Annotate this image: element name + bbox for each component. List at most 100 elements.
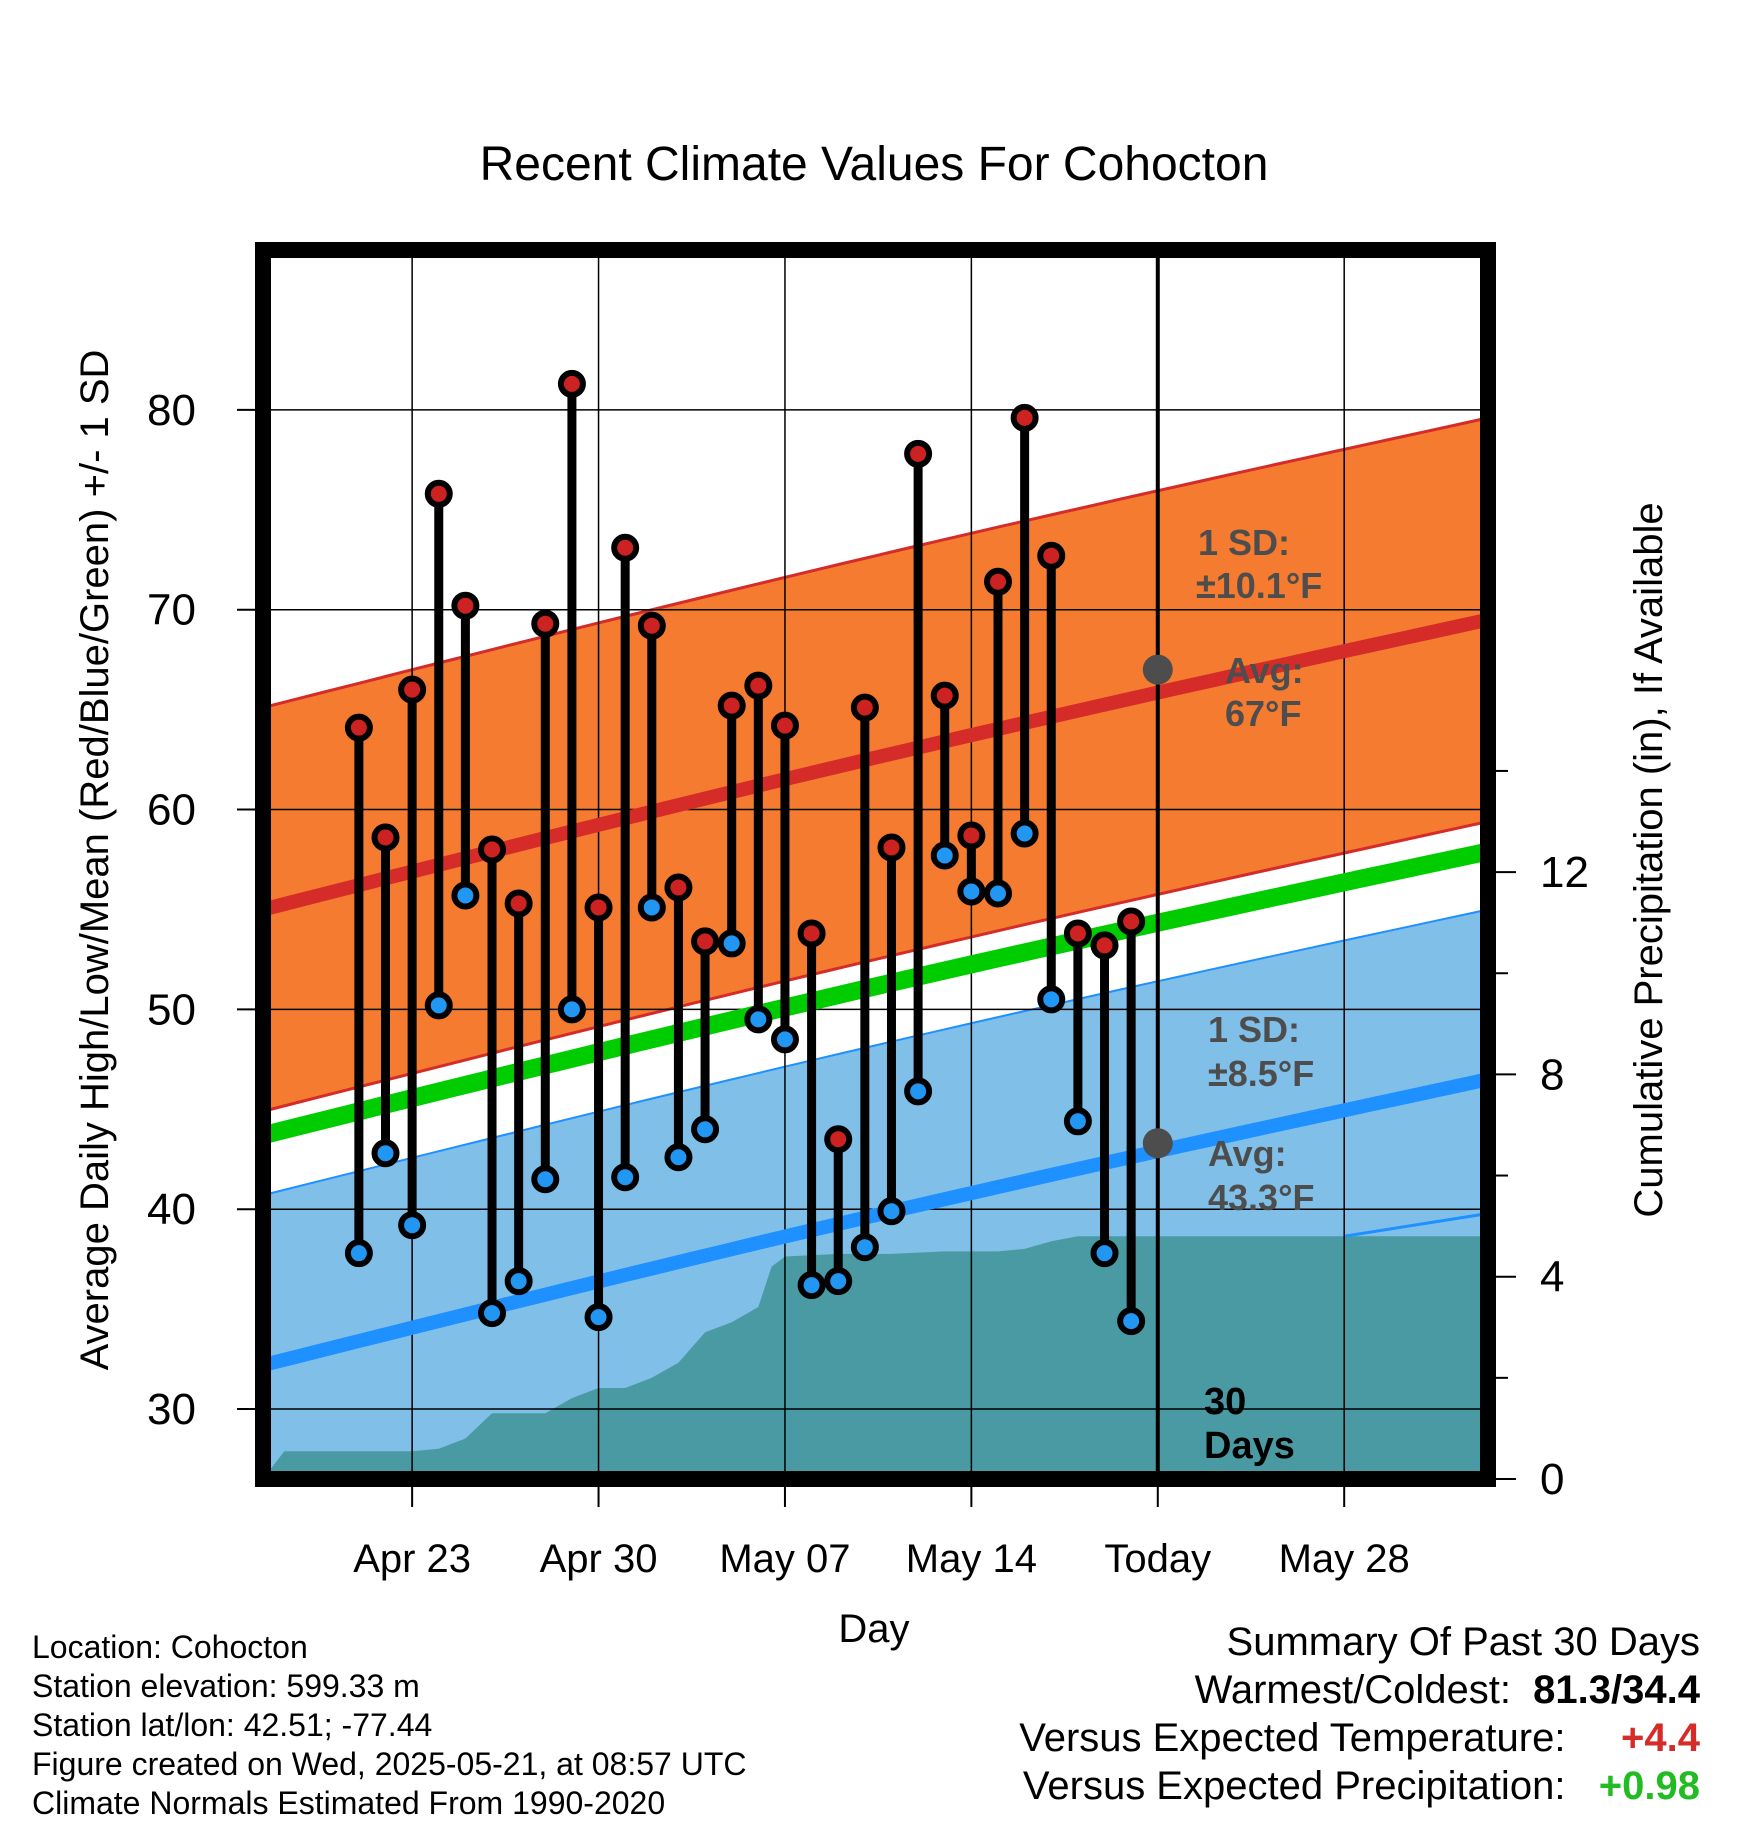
normal-low-line xyxy=(270,1073,1482,1371)
low-band-upper-edge xyxy=(270,909,1482,1195)
daily-low-point xyxy=(424,991,453,1020)
high-sd-title: 1 SD: xyxy=(1198,522,1290,563)
daily-low-point xyxy=(1063,1107,1092,1136)
today-high-avg-marker xyxy=(1142,654,1173,685)
temp-label: Versus Expected Temperature: xyxy=(1019,1716,1566,1760)
daily-high-point xyxy=(957,821,986,850)
daily-high-point xyxy=(744,671,773,700)
daily-low-point xyxy=(504,1267,533,1296)
daily-low-point xyxy=(1117,1307,1146,1336)
daily-high-point xyxy=(504,889,533,918)
precip-delta-value: +0.98 xyxy=(1598,1764,1700,1808)
daily-high-point xyxy=(637,611,666,640)
y-tick-label: 50 xyxy=(147,985,196,1034)
daily-high-point xyxy=(398,675,427,704)
daily-high-point xyxy=(478,835,507,864)
daily-low-point xyxy=(451,881,480,910)
x-axis-label: Day xyxy=(838,1607,909,1651)
daily-high-point xyxy=(1010,403,1039,432)
x-tick-label: May 14 xyxy=(906,1537,1037,1581)
y2-tick-label: 0 xyxy=(1540,1455,1564,1504)
high-avg-value: 67°F xyxy=(1225,693,1301,734)
high-sd-value: ±10.1°F xyxy=(1196,565,1322,606)
y-tick-label: 70 xyxy=(147,586,196,635)
warm-cold-value: 81.3/34.4 xyxy=(1533,1668,1700,1712)
daily-high-point xyxy=(797,919,826,948)
y-tick-label: 30 xyxy=(147,1385,196,1434)
window-days-count: 30 xyxy=(1204,1381,1246,1423)
precip-area xyxy=(270,1236,1482,1472)
daily-high-point xyxy=(1037,541,1066,570)
low-sd-title: 1 SD: xyxy=(1208,1009,1300,1050)
daily-low-point xyxy=(1037,985,1066,1014)
temp-delta-value: +4.4 xyxy=(1621,1716,1700,1760)
normal-mean-line xyxy=(270,843,1482,1143)
x-tick-label: Apr 23 xyxy=(353,1537,471,1581)
precip-label: Versus Expected Precipitation: xyxy=(1022,1764,1566,1808)
daily-low-point xyxy=(371,1139,400,1168)
daily-low-point xyxy=(1010,819,1039,848)
daily-low-point xyxy=(824,1267,853,1296)
daily-high-point xyxy=(930,681,959,710)
y2-tick-label: 4 xyxy=(1540,1253,1564,1302)
warm-cold-label: Warmest/Coldest: xyxy=(1194,1668,1511,1712)
daily-low-point xyxy=(611,1163,640,1192)
daily-low-point xyxy=(584,1303,613,1332)
daily-low-point xyxy=(930,841,959,870)
latlon-text: Station lat/lon: 42.51; -77.44 xyxy=(32,1707,433,1743)
y2-tick-label: 12 xyxy=(1540,848,1589,897)
daily-low-point xyxy=(478,1299,507,1328)
daily-low-point xyxy=(664,1143,693,1172)
summary-temp: Versus Expected Temperature: +4.4 xyxy=(1019,1714,1700,1762)
summary-title: Summary Of Past 30 Days xyxy=(1226,1620,1700,1664)
daily-high-point xyxy=(824,1125,853,1154)
summary-panel: Summary Of Past 30 Days Warmest/Coldest:… xyxy=(1019,1618,1700,1810)
high-band-lower-edge xyxy=(270,821,1482,1112)
daily-low-point xyxy=(904,1077,933,1106)
daily-high-point xyxy=(904,439,933,468)
summary-warm-cold: Warmest/Coldest: 81.3/34.4 xyxy=(1019,1666,1700,1714)
daily-low-point xyxy=(531,1165,560,1194)
normals-text: Climate Normals Estimated From 1990-2020 xyxy=(32,1785,666,1821)
daily-low-point xyxy=(398,1211,427,1240)
daily-high-point xyxy=(371,823,400,852)
daily-low-point xyxy=(344,1239,373,1268)
low-avg-value: 43.3°F xyxy=(1208,1177,1314,1218)
daily-high-point xyxy=(664,873,693,902)
daily-low-point xyxy=(717,929,746,958)
low-avg-title: Avg: xyxy=(1208,1133,1287,1174)
x-tick-label: Apr 30 xyxy=(540,1537,658,1581)
daily-high-point xyxy=(451,591,480,620)
y2-tick-label: 8 xyxy=(1540,1050,1564,1099)
daily-low-point xyxy=(877,1197,906,1226)
today-low-avg-marker xyxy=(1142,1128,1173,1159)
low-sd-value: ±8.5°F xyxy=(1208,1053,1314,1094)
chart-title: Recent Climate Values For Cohocton xyxy=(480,138,1269,191)
daily-low-point xyxy=(770,1025,799,1054)
precip-normal-line xyxy=(1343,1212,1482,1238)
daily-high-point xyxy=(344,713,373,742)
daily-high-point xyxy=(850,693,879,722)
daily-high-point xyxy=(531,609,560,638)
y-tick-label: 40 xyxy=(147,1185,196,1234)
daily-low-point xyxy=(850,1233,879,1262)
elevation-text: Station elevation: 599.33 m xyxy=(32,1668,420,1704)
daily-high-point xyxy=(1090,931,1119,960)
daily-high-point xyxy=(984,567,1012,596)
low-sd-band xyxy=(270,910,1482,1472)
station-info: Location: Cohocton Station elevation: 59… xyxy=(32,1628,746,1823)
daily-high-point xyxy=(424,479,453,508)
daily-low-point xyxy=(557,995,586,1024)
daily-high-point xyxy=(1117,907,1146,936)
daily-high-point xyxy=(1063,919,1092,948)
daily-low-point xyxy=(744,1005,773,1034)
x-tick-label: May 07 xyxy=(719,1537,850,1581)
daily-high-point xyxy=(770,711,799,740)
plot-frame xyxy=(255,242,1496,1487)
daily-high-point xyxy=(877,833,906,862)
window-days-label: Days xyxy=(1204,1425,1295,1467)
created-text: Figure created on Wed, 2025-05-21, at 08… xyxy=(32,1746,747,1782)
location-text: Location: Cohocton xyxy=(32,1629,308,1665)
y2-axis-label: Cumulative Precipitation (in), If Availa… xyxy=(1627,502,1671,1217)
